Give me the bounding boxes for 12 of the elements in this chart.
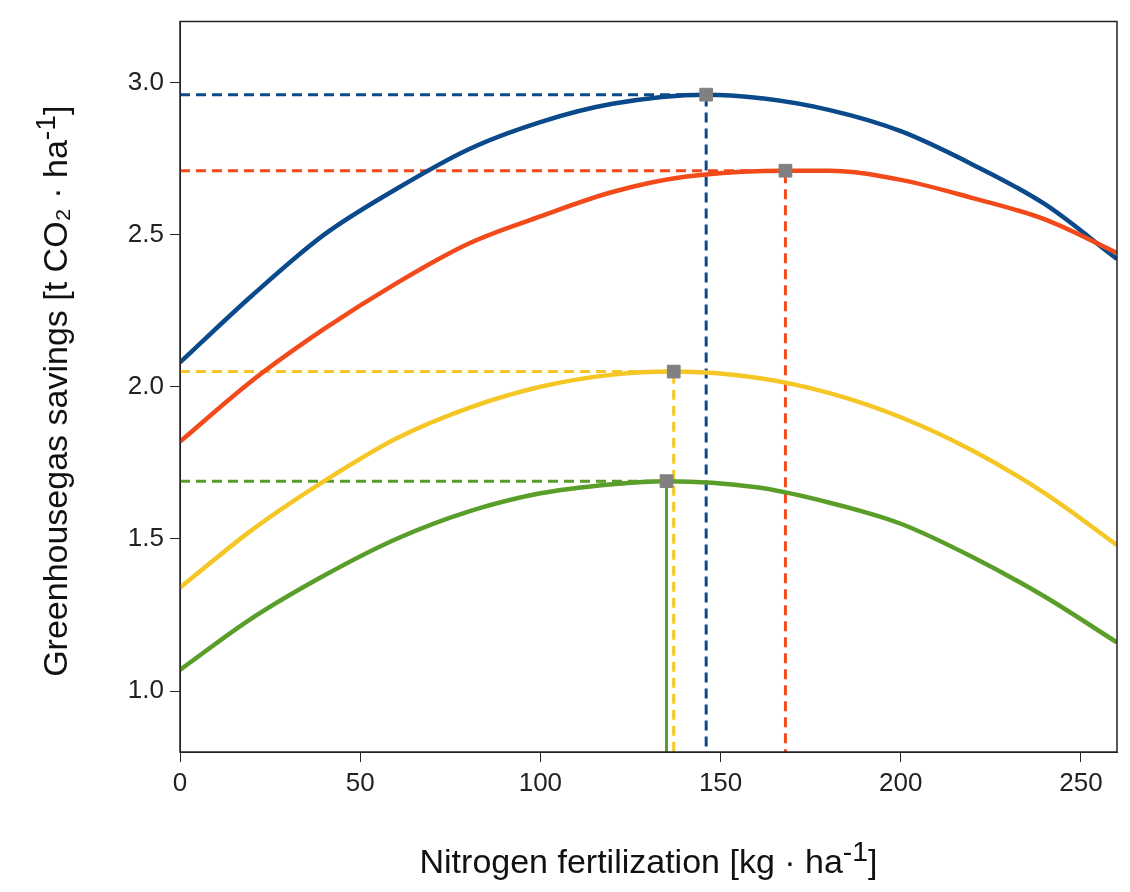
x-tick-label: 50 xyxy=(345,766,375,797)
y-tick-label: 2.5 xyxy=(127,217,164,248)
x-tick-label: 200 xyxy=(879,766,923,797)
y-tick-label: 1.5 xyxy=(127,522,164,553)
y-tick-label: 3.0 xyxy=(127,65,164,96)
x-axis-title: Nitrogen fertilization [kg · ha$^{-1}$] xyxy=(418,835,879,882)
y-tick-label: 1.0 xyxy=(127,674,164,705)
x-tick-label: 0 xyxy=(172,766,188,797)
y-tick-label: 2.0 xyxy=(127,369,164,400)
x-tick-label: 250 xyxy=(1059,766,1103,797)
x-tick-label: 150 xyxy=(698,766,743,797)
x-tick-label: 100 xyxy=(518,766,563,797)
